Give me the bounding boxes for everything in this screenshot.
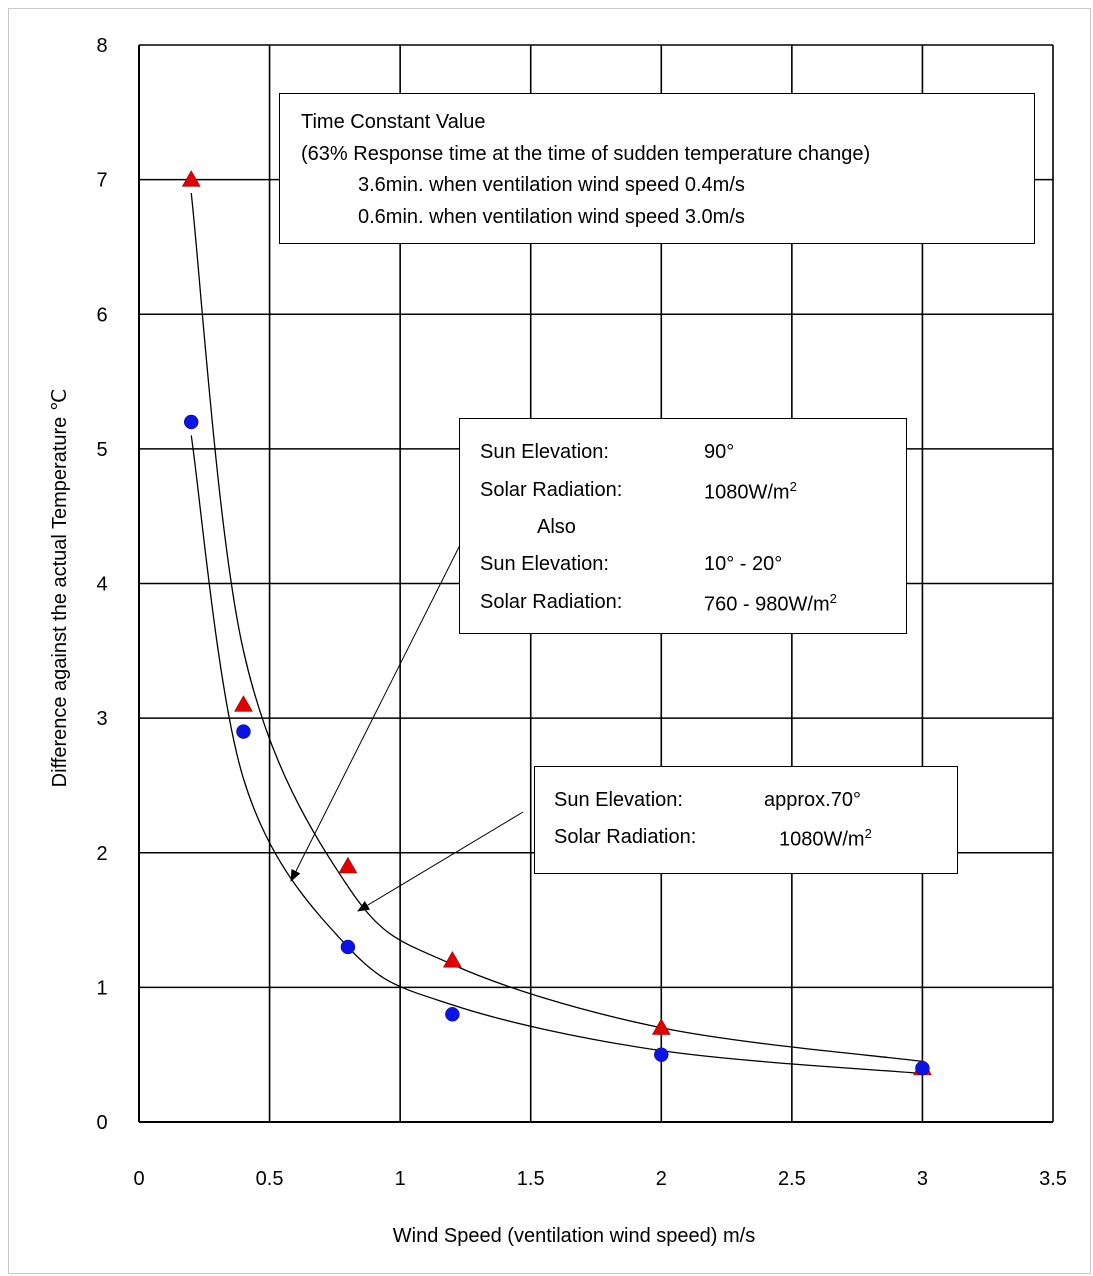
y-tick-label: 7 — [96, 170, 107, 192]
y-tick-label: 1 — [96, 977, 107, 999]
sun-elevation-label-3: Sun Elevation: — [554, 789, 683, 811]
circle-point — [183, 414, 199, 430]
fit-curves — [190, 193, 923, 1075]
y-tick-label: 6 — [96, 304, 107, 326]
sun-elevation-note-2: Sun Elevation: approx.70° Solar Radiatio… — [534, 766, 958, 874]
note-title: Time Constant Value — [301, 111, 486, 133]
triangle-point — [234, 695, 253, 712]
y-axis-label: Difference against the actual Temperatur… — [49, 389, 71, 788]
solar-radiation-value: 1080W/m2 — [704, 479, 797, 504]
circle-point — [236, 724, 251, 739]
y-tick-label: 0 — [96, 1112, 107, 1134]
circle-point — [915, 1060, 930, 1076]
solar-radiation-label: Solar Radiation: — [480, 479, 623, 501]
x-tick-label: 2 — [656, 1168, 667, 1190]
sun-elevation-label: Sun Elevation: — [480, 441, 609, 463]
x-tick-label: 1 — [395, 1168, 406, 1190]
y-tick-label: 8 — [96, 35, 107, 57]
sun-elevation-label-2: Sun Elevation: — [480, 553, 609, 575]
x-axis-label: Wind Speed (ventilation wind speed) m/s — [393, 1225, 755, 1247]
y-tick-label: 5 — [96, 439, 107, 461]
data-points — [181, 170, 932, 1076]
tick-labels: 0 0.5 1 1.5 2 2.5 3 3.5 0 1 2 3 4 5 6 7 8 — [96, 35, 1066, 1190]
x-tick-label: 0.5 — [256, 1168, 284, 1190]
solar-radiation-value-2: 760 - 980W/m2 — [704, 591, 837, 616]
triangle-point — [181, 170, 201, 187]
sun-elevation-value-2: 10° - 20° — [704, 553, 783, 575]
y-tick-label: 4 — [96, 574, 107, 596]
x-tick-label: 3 — [917, 1168, 928, 1190]
sun-elevation-value-3: approx.70° — [764, 789, 861, 811]
triangle-point — [651, 1018, 671, 1035]
x-tick-label: 3.5 — [1039, 1168, 1067, 1190]
circle-point — [445, 1007, 460, 1022]
circle-point — [654, 1047, 669, 1062]
triangle-point — [442, 950, 462, 968]
sun-elevation-note-1: Sun Elevation: 90° Solar Radiation: 1080… — [459, 418, 907, 634]
y-tick-label: 3 — [96, 708, 107, 730]
sun-elevation-value: 90° — [704, 441, 735, 463]
solar-radiation-label-3: Solar Radiation: — [554, 826, 697, 848]
y-tick-label: 2 — [96, 843, 107, 865]
x-tick-label: 2.5 — [778, 1168, 806, 1190]
grid-lines — [138, 44, 1054, 1123]
x-tick-label: 0 — [133, 1168, 144, 1190]
fit-curve-1 — [190, 193, 923, 1063]
note-line-4: 0.6min. when ventilation wind speed 3.0m… — [358, 206, 745, 228]
x-tick-label: 1.5 — [517, 1168, 545, 1190]
annotation-arrows — [290, 544, 524, 912]
time-constant-note: Time Constant Value (63% Response time a… — [279, 93, 1035, 244]
arrow-to-lower-curve — [290, 544, 461, 882]
note-line-3: 3.6min. when ventilation wind speed 0.4m… — [358, 174, 745, 196]
circle-point — [340, 939, 356, 955]
solar-radiation-value-3: 1080W/m2 — [779, 826, 872, 851]
triangle-point — [338, 856, 358, 874]
arrow-to-upper-curve — [357, 811, 524, 912]
solar-radiation-label-2: Solar Radiation: — [480, 591, 623, 613]
fit-curve-2 — [190, 435, 923, 1075]
note-line-2: (63% Response time at the time of sudden… — [301, 143, 871, 165]
also-label: Also — [537, 516, 576, 538]
